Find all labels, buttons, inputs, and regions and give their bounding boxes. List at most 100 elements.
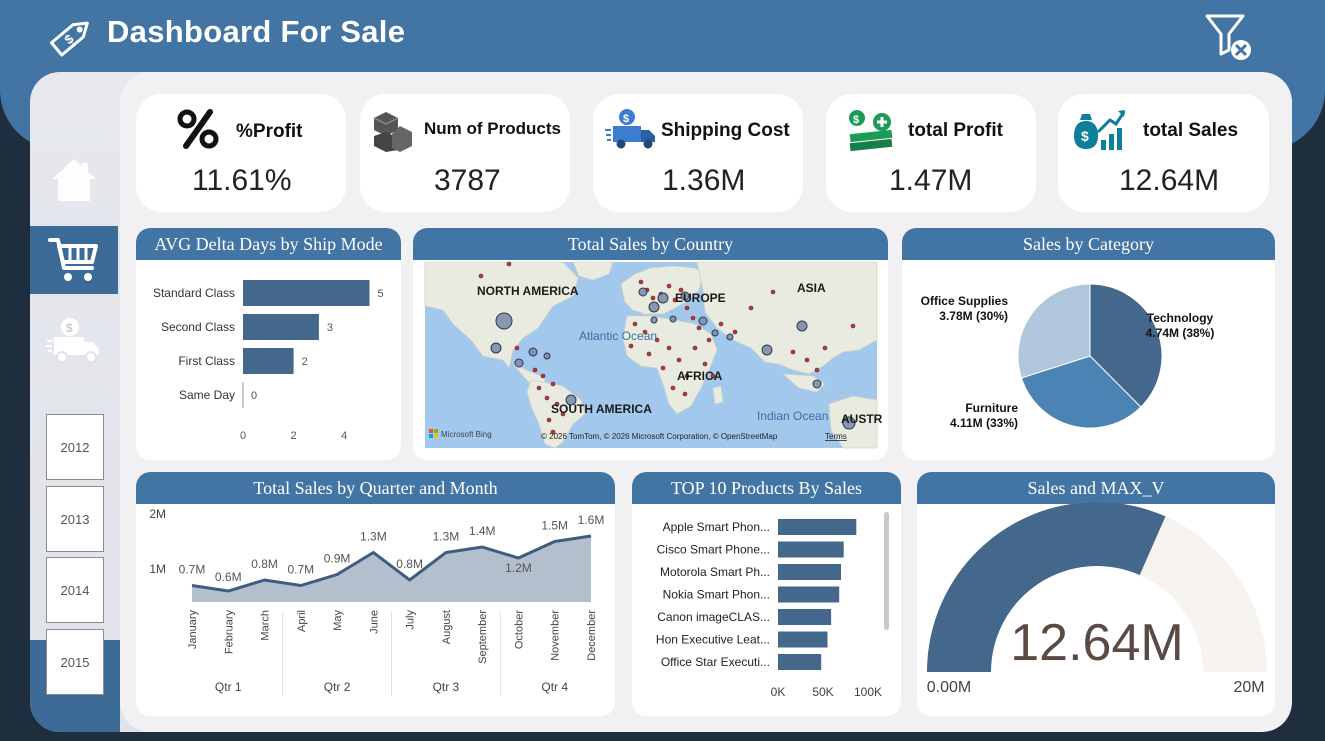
- year-filter-2012[interactable]: 2012: [46, 414, 104, 480]
- data-label: 1.3M: [433, 530, 460, 544]
- data-label: 0.7M: [287, 563, 314, 577]
- pie-slice: [1017, 283, 1091, 379]
- month-label: February: [223, 610, 235, 655]
- bar-value-label: 5: [378, 288, 384, 300]
- category-card: Sales by Category Technology 4.74M (38%) F…: [902, 228, 1275, 460]
- kpi-profit-percent: %Profit 11.61%: [136, 94, 346, 212]
- nav-sales[interactable]: [30, 226, 118, 294]
- bar-category-label: First Class: [178, 354, 235, 368]
- home-icon: [52, 159, 96, 201]
- quarter-label: Qtr 2: [324, 680, 351, 694]
- kpi-value: 3787: [434, 164, 501, 197]
- ship-mode-chart[interactable]: Standard Class 5 Second Class 3 First Class 2…: [136, 228, 401, 460]
- clear-filter-icon[interactable]: [1203, 10, 1255, 62]
- product-label: Office Star Executi...: [661, 655, 770, 669]
- kpi-label: %Profit: [236, 121, 303, 142]
- gauge-max-label: 20M: [1233, 679, 1264, 696]
- gauge-min-label: 0.00M: [927, 679, 971, 696]
- gauge-value-label: 12.64M: [1010, 614, 1183, 672]
- world-map[interactable]: NORTH AMERICA EUROPE ASIA AFRICA SOUTH A…: [413, 228, 888, 460]
- year-filter-2013[interactable]: 2013: [46, 486, 104, 552]
- svg-text:$: $: [623, 113, 629, 125]
- sales-gauge[interactable]: 12.64M 0.00M 20M: [917, 472, 1275, 716]
- pie-category-label: Furniture: [965, 401, 1018, 415]
- top-products-card: TOP 10 Products By Sales Apple Smart Pho…: [632, 472, 901, 716]
- month-label: October: [513, 610, 525, 649]
- bar-category-label: Same Day: [179, 388, 235, 402]
- map-terms-link[interactable]: Terms: [825, 432, 847, 441]
- map-card: Total Sales by Country: [413, 228, 888, 460]
- month-label: March: [260, 610, 272, 641]
- continent-label: EUROPE: [675, 291, 726, 305]
- ship-mode-bar: [243, 348, 294, 374]
- continent-label: AFRICA: [677, 369, 723, 383]
- x-tick-label: 50K: [812, 685, 833, 699]
- svg-text:$: $: [1081, 128, 1089, 144]
- product-label: Canon imageCLAS...: [657, 610, 770, 624]
- scrollbar[interactable]: [884, 512, 889, 630]
- continent-label: NORTH AMERICA: [477, 284, 579, 298]
- kpi-num-products: Num of Products 3787: [360, 94, 570, 212]
- bar-category-label: Standard Class: [153, 286, 235, 300]
- bing-label: Microsoft Bing: [441, 430, 492, 439]
- pie-slice: [1020, 355, 1142, 429]
- nav-home[interactable]: [30, 146, 118, 214]
- y-tick-label: 1M: [149, 562, 166, 576]
- pie-data-label: 4.11M (33%): [950, 416, 1018, 430]
- x-tick-label: 0: [240, 430, 246, 442]
- money-bag-growth-icon: $: [1074, 110, 1126, 150]
- price-tag-icon: $: [50, 21, 89, 57]
- product-label: Nokia Smart Phon...: [663, 588, 770, 602]
- data-label: 1.3M: [360, 530, 387, 544]
- chart-title: Sales and MAX_V: [917, 472, 1275, 504]
- year-filter-2015[interactable]: 2015: [46, 629, 104, 695]
- bar-value-label: 0: [251, 390, 257, 402]
- month-label: June: [368, 610, 380, 634]
- kpi-label: Shipping Cost: [661, 120, 790, 141]
- month-label: November: [550, 610, 562, 661]
- bar-value-label: 3: [327, 322, 333, 334]
- product-bar: [778, 519, 857, 535]
- month-label: August: [441, 610, 453, 644]
- data-label: 1.6M: [578, 513, 605, 527]
- continent-label: SOUTH AMERICA: [551, 402, 652, 416]
- sales-area-chart[interactable]: 1M 2M 0.7M January 0.6M February 0.8M March 0.7M…: [136, 472, 615, 716]
- boxes-icon: [373, 112, 412, 152]
- bar-value-label: 2: [302, 356, 308, 368]
- product-bar: [778, 586, 840, 603]
- bar-category-label: Second Class: [161, 320, 235, 334]
- month-label: April: [296, 610, 308, 632]
- year-filter-2014[interactable]: 2014: [46, 557, 104, 623]
- product-label: Cisco Smart Phone...: [657, 543, 770, 557]
- data-label: 0.8M: [396, 557, 423, 571]
- product-bar: [778, 564, 841, 580]
- quarter-month-card: Total Sales by Quarter and Month 1M 2M 0.7…: [136, 472, 615, 716]
- product-bar: [778, 541, 844, 558]
- svg-text:$: $: [853, 114, 859, 126]
- chart-title: AVG Delta Days by Ship Mode: [136, 228, 401, 260]
- pie-data-label: 4.74M (38%): [1146, 326, 1215, 340]
- x-tick-label: 2: [291, 430, 297, 442]
- quarter-label: Qtr 1: [215, 680, 242, 694]
- x-tick-label: 100K: [854, 685, 882, 699]
- pie-category-label: Office Supplies: [921, 294, 1009, 308]
- month-label: December: [586, 610, 598, 661]
- month-label: July: [405, 610, 417, 630]
- kpi-label: total Sales: [1143, 120, 1239, 141]
- chart-title: Total Sales by Country: [413, 228, 888, 260]
- product-label: Hon Executive Leat...: [656, 633, 770, 647]
- month-label: January: [187, 610, 199, 650]
- gauge-card: Sales and MAX_V 12.64M 0.00M 20M: [917, 472, 1275, 716]
- top-products-chart[interactable]: Apple Smart Phon... Cisco Smart Phone... M…: [632, 472, 901, 716]
- kpi-label: total Profit: [908, 120, 1003, 141]
- kpi-shipping-cost: $ Shipping Cost 1.36M: [593, 94, 803, 212]
- ocean-label: Atlantic Ocean: [579, 329, 657, 343]
- month-label: September: [477, 610, 489, 664]
- kpi-value: 12.64M: [1119, 164, 1220, 197]
- pie-category-label: Technology: [1147, 311, 1214, 325]
- nav-shipping[interactable]: $: [30, 306, 118, 374]
- product-label: Apple Smart Phon...: [663, 520, 770, 534]
- continent-label: AUSTR: [841, 412, 883, 426]
- data-label: 1.5M: [541, 519, 568, 533]
